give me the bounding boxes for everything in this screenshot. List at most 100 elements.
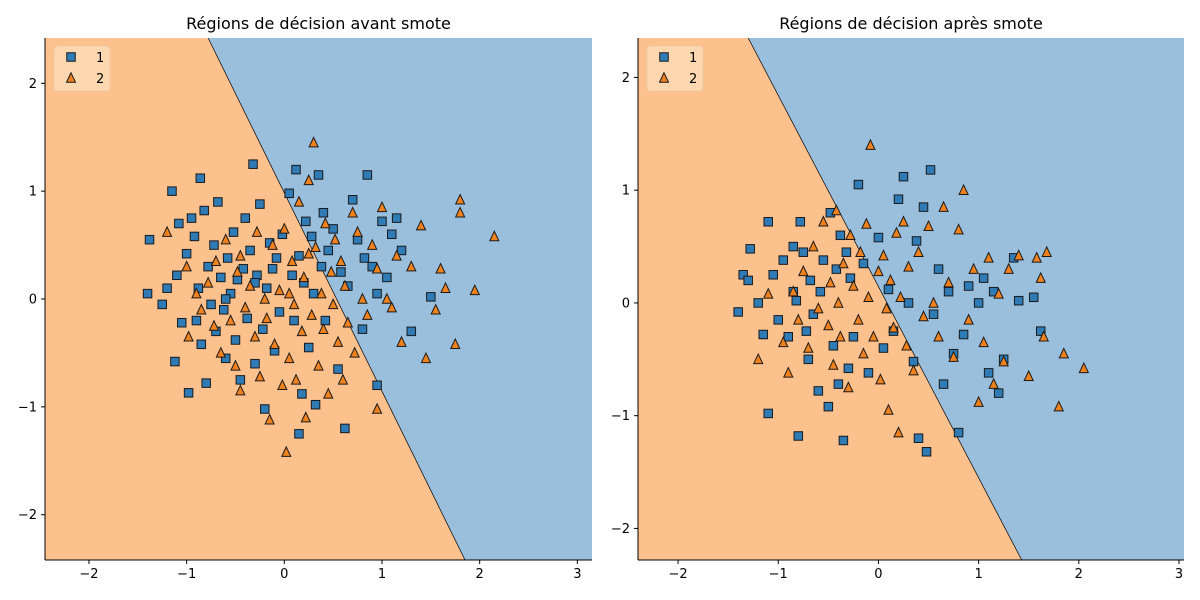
point-class-1-14: [793, 431, 804, 441]
x-tick-label: 1: [974, 567, 982, 582]
point-class-1-28: [833, 379, 844, 389]
point-class-1-78: [372, 288, 382, 299]
point-class-1-12: [189, 231, 200, 242]
point-class-2-50: [953, 223, 964, 235]
point-class-2-23: [858, 347, 869, 359]
decision-boundary: [747, 38, 1023, 560]
point-class-2-14: [831, 204, 842, 216]
point-class-2-57: [362, 308, 373, 320]
point-class-2-79: [303, 247, 315, 259]
point-class-1-82: [391, 213, 402, 223]
point-class-1-19: [805, 275, 816, 286]
point-class-2-21: [264, 413, 275, 425]
y-tick-label: −1: [18, 400, 37, 415]
chart-title: Régions de décision avant smote: [186, 14, 451, 33]
series-2: [161, 136, 500, 457]
point-class-1-1: [144, 234, 155, 245]
point-class-2-5: [793, 313, 804, 325]
y-tick-label: 2: [29, 77, 37, 92]
point-class-2-43: [918, 310, 929, 322]
point-class-1-72: [347, 195, 358, 205]
point-class-2-46: [327, 297, 339, 310]
point-class-2-77: [235, 249, 246, 261]
point-class-1-23: [818, 255, 829, 265]
point-class-2-0: [161, 225, 173, 237]
point-class-2-72: [454, 193, 466, 205]
x-tick-label: −2: [79, 567, 98, 582]
point-class-1-76: [362, 170, 373, 180]
point-class-2-37: [306, 308, 317, 320]
point-class-2-47: [329, 233, 341, 245]
point-class-1-10: [183, 388, 194, 398]
point-class-2-33: [296, 324, 308, 337]
point-class-1-52: [289, 315, 299, 326]
point-class-1-26: [828, 341, 839, 351]
point-class-1-22: [815, 286, 826, 297]
point-class-1-8: [177, 317, 187, 328]
point-class-2-31: [290, 373, 302, 385]
x-tick-label: 0: [874, 567, 882, 582]
point-class-2-18: [254, 370, 266, 382]
decision-boundary: [207, 38, 466, 560]
point-class-2-71: [449, 337, 461, 350]
point-class-2-55: [352, 225, 363, 237]
point-class-2-41: [908, 364, 919, 376]
point-class-2-46: [933, 330, 944, 342]
point-class-1-74: [357, 324, 368, 334]
point-class-2-61: [381, 292, 393, 304]
point-class-2-11: [230, 359, 241, 371]
point-class-2-52: [963, 313, 974, 325]
point-class-2-63: [391, 249, 402, 261]
point-class-2-32: [883, 403, 894, 415]
x-tick-label: 3: [1175, 567, 1183, 582]
point-class-1-11: [783, 332, 794, 342]
point-class-1-21: [209, 240, 219, 250]
point-class-1-85: [426, 292, 436, 302]
point-class-1-32: [843, 363, 854, 374]
point-class-1-17: [199, 205, 209, 216]
point-class-2-60: [376, 200, 388, 213]
point-class-2-8: [215, 346, 227, 358]
point-class-2-61: [1013, 249, 1024, 261]
point-class-1-27: [831, 264, 842, 274]
point-class-1-13: [791, 295, 802, 306]
point-class-2-58: [993, 287, 1004, 299]
point-class-2-38: [898, 215, 909, 227]
point-class-1-32: [235, 375, 246, 385]
legend-label-1: 1: [689, 51, 697, 66]
point-class-1-53: [938, 379, 949, 389]
point-class-2-0: [752, 352, 764, 365]
point-class-2-40: [903, 260, 914, 272]
x-tick-label: 1: [378, 567, 386, 582]
point-class-1-2: [743, 275, 753, 286]
point-class-2-57: [988, 377, 999, 389]
point-class-1-4: [167, 186, 177, 196]
point-class-1-62: [313, 170, 324, 180]
y-tick-label: 0: [29, 293, 37, 308]
point-class-1-0: [142, 288, 153, 299]
point-class-1-11: [186, 213, 197, 223]
x-tick-label: −2: [668, 567, 687, 582]
point-class-2-27: [280, 445, 292, 457]
point-class-2-19: [845, 228, 856, 241]
point-class-1-29: [228, 227, 239, 237]
point-class-1-88: [220, 294, 231, 304]
point-class-2-9: [220, 233, 231, 245]
point-class-2-39: [901, 339, 912, 351]
legend-label-2: 2: [689, 72, 697, 87]
legend-marker-2: [65, 71, 77, 83]
point-class-2-58: [366, 238, 378, 250]
y-tick-label: 1: [622, 184, 630, 199]
point-class-1-50: [925, 165, 936, 175]
point-class-2-56: [983, 251, 994, 263]
point-class-1-41: [258, 324, 268, 334]
point-class-2-22: [267, 238, 278, 250]
point-class-2-30: [288, 297, 300, 310]
point-class-1-57: [301, 216, 311, 227]
point-class-2-37: [895, 290, 906, 303]
point-class-2-4: [787, 285, 799, 297]
point-class-2-59: [371, 262, 383, 274]
point-class-2-53: [347, 206, 358, 218]
region-class-2: [638, 38, 1022, 560]
point-class-1-42: [893, 194, 904, 204]
